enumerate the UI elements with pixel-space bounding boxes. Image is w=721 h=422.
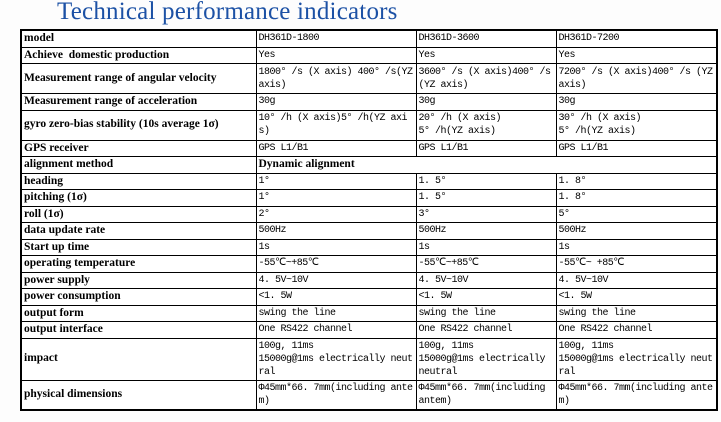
spec-table: model DH361D-1800 DH361D-3600 DH361D-7200 Ac… [20,29,718,411]
cell: DH361D-3600 [415,29,557,48]
cell: 500Hz [555,222,718,240]
cell: Yes [255,46,417,64]
cell: 10° /h (X axis)5° /h(YZ axis) [255,109,417,141]
cell: <1. 5W [555,288,718,306]
row-label: power consumption [20,288,257,306]
row-label: output interface [20,321,257,339]
cell: 1s [255,238,417,256]
cell: 30g [255,93,417,111]
row-label: gyro zero-bias stability (10s average 1σ… [20,109,257,141]
row-label: heading [20,172,257,190]
cell: 4. 5V~10V [555,271,718,289]
table-row: gyro zero-bias stability (10s average 1σ… [20,109,718,141]
table-row: output interface One RS422 channel One RS4… [20,321,718,339]
cell: Φ45mm*66. 7mm(including antem) [555,379,718,411]
row-label: GPS receiver [20,139,257,157]
row-label: Start up time [20,238,257,256]
cell: DH361D-1800 [255,29,417,48]
table-row: power consumption <1. 5W <1. 5W <1. 5W [20,288,718,306]
cell: <1. 5W [415,288,557,306]
cell: One RS422 channel [255,321,417,339]
table-row: impact 100g, 11ms 15000g@1ms electrically… [20,337,718,381]
table-row: operating temperature -55℃~+85℃ -55℃~+85℃ -… [20,255,718,273]
cell: 5° [555,205,718,223]
cell: GPS L1/B1 [415,139,557,157]
row-label: physical dimensions [20,379,257,411]
table-row: Measurement range of angular velocity 180… [20,63,718,94]
cell: One RS422 channel [555,321,718,339]
cell: swing the line [255,304,417,322]
cell: 4. 5V~10V [415,271,557,289]
cell: Yes [415,46,557,64]
table-row: roll (1σ) 2° 3° 5° [20,205,718,223]
row-label: Achieve domestic production [20,46,257,64]
cell: 1° [255,189,417,207]
cell: -55℃~+85℃ [255,255,417,273]
spec-table-body: model DH361D-1800 DH361D-3600 DH361D-7200 Ac… [20,29,718,411]
row-label: Measurement range of angular velocity [20,63,257,94]
cell: 3° [415,205,557,223]
row-label: impact [20,337,257,381]
cell: Φ45mm*66. 7mm(including antem) [415,379,557,411]
cell: One RS422 channel [415,321,557,339]
cell: 1800° /s (X axis) 400° /s(YZ axis) [255,63,417,94]
row-label: Measurement range of acceleration [20,93,257,111]
table-row: alignment method Dynamic alignment [20,156,718,174]
row-label: operating temperature [20,255,257,273]
cell: 1° [255,172,417,190]
table-row: pitching (1σ) 1° 1. 5° 1. 8° [20,189,718,207]
row-label: alignment method [20,156,257,174]
cell: DH361D-7200 [555,29,718,48]
cell: swing the line [415,304,557,322]
cell: 3600° /s (X axis)400° /s(YZ axis) [415,63,557,94]
cell: GPS L1/B1 [555,139,718,157]
cell: 100g, 11ms 15000g@1ms electrically neutr… [415,337,557,381]
page-title: Technical performance indicators [57,0,398,25]
cell: 1. 8° [555,189,718,207]
table-row: Measurement range of acceleration 30g 30g 3… [20,93,718,111]
table-row: heading 1° 1. 5° 1. 8° [20,172,718,190]
cell: 500Hz [415,222,557,240]
cell: swing the line [555,304,718,322]
row-label: pitching (1σ) [20,189,257,207]
cell: 100g, 11ms 15000g@1ms electrically neutr… [255,337,417,381]
cell: 1. 8° [555,172,718,190]
cell: -55℃~ +85℃ [555,255,718,273]
cell: 20° /h (X axis) 5° /h(YZ axis) [415,109,557,141]
table-row: Achieve domestic production Yes Yes Yes [20,46,718,64]
cell: 30° /h (X axis) 5° /h(YZ axis) [555,109,718,141]
table-row: GPS receiver GPS L1/B1 GPS L1/B1 GPS L1/B1 [20,139,718,157]
table-row: model DH361D-1800 DH361D-3600 DH361D-7200 [20,29,718,48]
cell: Dynamic alignment [255,156,718,174]
table-row: data update rate 500Hz 500Hz 500Hz [20,222,718,240]
row-label: roll (1σ) [20,205,257,223]
row-label: output form [20,304,257,322]
cell: GPS L1/B1 [255,139,417,157]
cell: 4. 5V~10V [255,271,417,289]
table-row: Start up time 1s 1s 1s [20,238,718,256]
cell: 1s [415,238,557,256]
cell: 7200° /s (X axis)400° /s (YZ axis) [555,63,718,94]
table-row: output form swing the line swing the line s… [20,304,718,322]
cell: <1. 5W [255,288,417,306]
cell: Φ45mm*66. 7mm(including antem) [255,379,417,411]
row-label: data update rate [20,222,257,240]
table-row: power supply 4. 5V~10V 4. 5V~10V 4. 5V~10V [20,271,718,289]
cell: -55℃~+85℃ [415,255,557,273]
cell: 1s [555,238,718,256]
cell: 100g, 11ms 15000g@1ms electrically neutr… [555,337,718,381]
row-label: model [20,29,257,48]
cell: 30g [415,93,557,111]
cell: 2° [255,205,417,223]
table-row: physical dimensions Φ45mm*66. 7mm(includi… [20,379,718,411]
cell: 500Hz [255,222,417,240]
cell: 1. 5° [415,189,557,207]
row-label: power supply [20,271,257,289]
cell: 1. 5° [415,172,557,190]
cell: Yes [555,46,718,64]
cell: 30g [555,93,718,111]
